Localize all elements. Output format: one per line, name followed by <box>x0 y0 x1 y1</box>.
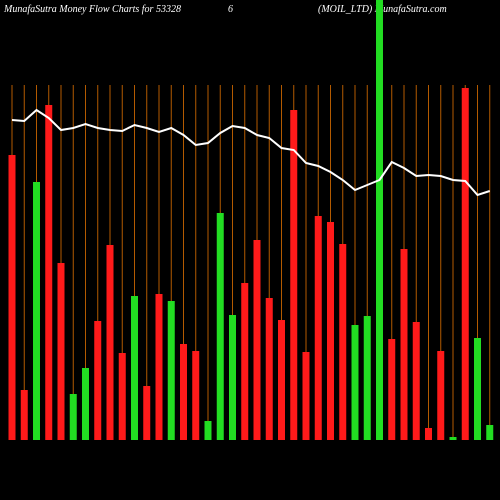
price-line <box>11 108 491 197</box>
bar <box>327 222 334 440</box>
bar <box>131 296 138 440</box>
bar <box>192 351 200 440</box>
bar <box>437 351 445 440</box>
bar <box>204 421 212 440</box>
bar <box>388 339 396 440</box>
bar <box>461 88 469 440</box>
bar <box>376 0 383 440</box>
bar <box>339 244 347 440</box>
bar <box>94 321 102 440</box>
bar <box>180 344 187 440</box>
bar <box>253 240 261 440</box>
bar <box>143 386 151 440</box>
bar <box>412 322 420 440</box>
bar <box>155 294 163 440</box>
bar <box>449 437 457 440</box>
bar <box>45 105 53 440</box>
bar <box>229 315 236 440</box>
bar <box>167 301 175 440</box>
bar <box>33 182 40 440</box>
bar <box>82 368 89 440</box>
bar <box>118 353 126 440</box>
chart-title-part: 6 <box>228 4 233 15</box>
bar <box>302 352 310 440</box>
bar <box>425 428 432 440</box>
bar <box>474 338 481 440</box>
bar <box>314 216 322 440</box>
bar <box>486 425 494 440</box>
bar <box>290 110 298 440</box>
chart-title: MunafaSutra Money Flow Charts for 53328 <box>3 4 181 15</box>
bar <box>20 390 28 440</box>
bar <box>216 213 224 440</box>
bar <box>241 283 249 440</box>
bar <box>106 245 114 440</box>
bar <box>400 249 408 440</box>
bar <box>69 394 77 440</box>
bar <box>8 155 16 440</box>
bar <box>351 325 359 440</box>
bar <box>57 263 65 440</box>
bar <box>278 320 285 440</box>
bar <box>265 298 273 440</box>
bar <box>363 316 371 440</box>
